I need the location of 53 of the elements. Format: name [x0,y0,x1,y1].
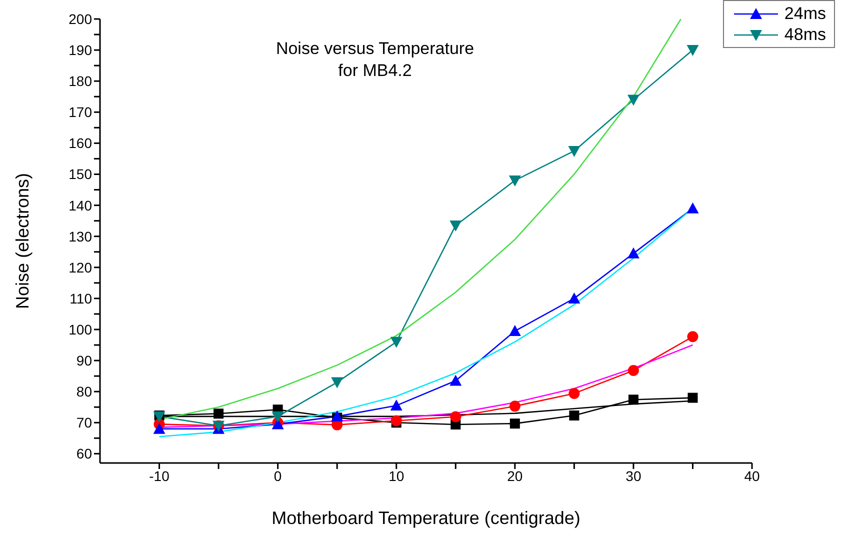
y-tick-label: 100 [68,321,92,338]
point [153,422,166,434]
point [508,175,521,186]
y-tick-label: 160 [68,135,92,152]
point [568,292,580,304]
point [510,418,520,429]
point [628,364,639,376]
y-axis-title: Noise (electrons) [12,172,32,310]
point [627,94,640,106]
y-tick-label: 70 [76,414,92,431]
point [688,392,698,403]
point [390,400,402,411]
y-tick-label: 180 [68,73,92,90]
y-tick-label: 90 [76,352,92,369]
x-tick-label: 30 [626,468,642,484]
x-tick-label: 0 [274,468,282,484]
point [450,411,462,422]
point [390,336,402,348]
point [450,220,462,232]
y-tick-label: 150 [68,166,92,182]
point [627,247,640,258]
point [450,374,462,386]
point [569,410,580,420]
y-tick-label: 200 [68,10,92,27]
x-tick-label: 40 [744,468,760,484]
point [272,411,284,422]
point [214,408,224,419]
point [331,410,344,422]
x-tick-label: 20 [507,468,523,484]
x-axis-title: Motherboard Temperature (centigrade) [272,508,580,528]
y-tick-label: 80 [76,384,92,400]
point [331,377,344,388]
y-tick-label: 60 [76,446,92,462]
point [568,388,580,399]
point [686,45,699,56]
text: Noise versus Temperature for MB4.2 [274,38,476,82]
legend-label: 48ms [784,24,826,44]
y-tick-label: 170 [68,104,92,120]
point [390,415,402,426]
y-tick-label: 140 [68,197,92,214]
y-tick-label: 130 [68,228,92,244]
point [686,202,699,214]
x-tick-label: -10 [149,468,170,484]
point [509,400,520,412]
y-tick-label: 190 [68,42,92,58]
y-tick-label: 110 [70,290,92,306]
point [628,394,638,405]
point [508,325,521,336]
point [687,331,698,342]
x-tick-label: 10 [388,468,404,484]
legend-label: 24ms [784,4,826,24]
y-tick-label: 120 [68,259,92,276]
point [568,146,580,157]
